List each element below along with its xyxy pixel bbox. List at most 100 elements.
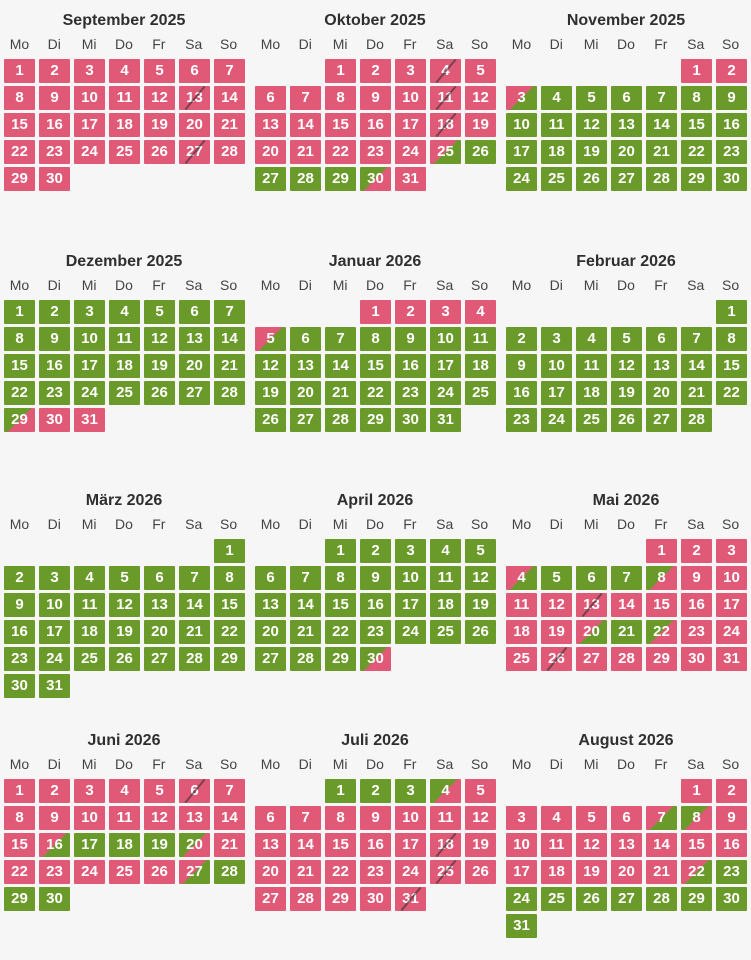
- day-booked[interactable]: 10: [395, 806, 426, 830]
- day-booked[interactable]: 16: [360, 113, 391, 137]
- day-available[interactable]: 18: [576, 381, 607, 405]
- day-booked[interactable]: 9: [360, 86, 391, 110]
- day-available[interactable]: 28: [290, 647, 321, 671]
- day-changeover[interactable]: 4: [430, 779, 461, 803]
- day-available[interactable]: 20: [179, 354, 210, 378]
- day-available[interactable]: 16: [39, 354, 70, 378]
- day-available[interactable]: 2: [39, 300, 70, 324]
- day-changeover[interactable]: 27: [179, 860, 210, 884]
- day-available[interactable]: 19: [465, 593, 496, 617]
- day-available[interactable]: 23: [360, 620, 391, 644]
- day-available[interactable]: 15: [325, 593, 356, 617]
- day-booked[interactable]: 17: [716, 593, 747, 617]
- day-booked[interactable]: 3: [716, 539, 747, 563]
- day-available[interactable]: 3: [395, 539, 426, 563]
- day-booked[interactable]: 31: [74, 408, 105, 432]
- day-booked[interactable]: 8: [325, 86, 356, 110]
- day-booked[interactable]: 4: [109, 779, 140, 803]
- day-available[interactable]: 6: [646, 327, 677, 351]
- day-booked[interactable]: 2: [39, 59, 70, 83]
- day-available[interactable]: 29: [325, 647, 356, 671]
- day-available[interactable]: 21: [290, 620, 321, 644]
- day-changeover[interactable]: 30: [360, 167, 391, 191]
- day-changeover[interactable]: 16: [39, 833, 70, 857]
- day-available[interactable]: 15: [4, 354, 35, 378]
- day-available[interactable]: 27: [290, 408, 321, 432]
- day-booked[interactable]: 24: [395, 860, 426, 884]
- day-booked[interactable]: 12: [541, 593, 572, 617]
- day-available[interactable]: 22: [681, 140, 712, 164]
- day-booked[interactable]: 18: [506, 620, 537, 644]
- day-available[interactable]: 3: [395, 779, 426, 803]
- day-available[interactable]: 17: [506, 140, 537, 164]
- day-changeover[interactable]: 8: [681, 806, 712, 830]
- day-booked[interactable]: 20: [255, 860, 286, 884]
- day-available[interactable]: 14: [646, 113, 677, 137]
- day-available[interactable]: 27: [255, 167, 286, 191]
- day-available[interactable]: 16: [4, 620, 35, 644]
- day-available[interactable]: 16: [506, 381, 537, 405]
- day-booked[interactable]: 10: [395, 86, 426, 110]
- day-booked[interactable]: 18: [430, 113, 461, 137]
- day-available[interactable]: 10: [506, 113, 537, 137]
- day-available[interactable]: 15: [214, 593, 245, 617]
- day-available[interactable]: 17: [541, 381, 572, 405]
- day-booked[interactable]: 26: [144, 860, 175, 884]
- day-booked[interactable]: 31: [716, 647, 747, 671]
- day-available[interactable]: 26: [576, 887, 607, 911]
- day-available[interactable]: 25: [430, 620, 461, 644]
- day-booked[interactable]: 12: [576, 833, 607, 857]
- day-booked[interactable]: 13: [255, 833, 286, 857]
- day-booked[interactable]: 22: [4, 860, 35, 884]
- day-available[interactable]: 8: [325, 566, 356, 590]
- day-available[interactable]: 25: [465, 381, 496, 405]
- day-booked[interactable]: 9: [39, 86, 70, 110]
- day-available[interactable]: 14: [681, 354, 712, 378]
- day-available[interactable]: 18: [74, 620, 105, 644]
- day-changeover[interactable]: 4: [506, 566, 537, 590]
- day-available[interactable]: 6: [576, 566, 607, 590]
- day-available[interactable]: 12: [109, 593, 140, 617]
- day-booked[interactable]: 11: [430, 806, 461, 830]
- day-available[interactable]: 9: [39, 327, 70, 351]
- day-available[interactable]: 22: [360, 381, 391, 405]
- day-booked[interactable]: 7: [290, 86, 321, 110]
- day-available[interactable]: 21: [681, 381, 712, 405]
- day-available[interactable]: 20: [290, 381, 321, 405]
- day-booked[interactable]: 16: [716, 833, 747, 857]
- day-booked[interactable]: 30: [39, 167, 70, 191]
- day-available[interactable]: 7: [646, 86, 677, 110]
- day-booked[interactable]: 25: [506, 647, 537, 671]
- day-booked[interactable]: 3: [74, 779, 105, 803]
- day-available[interactable]: 27: [646, 408, 677, 432]
- day-available[interactable]: 23: [39, 381, 70, 405]
- day-booked[interactable]: 19: [465, 833, 496, 857]
- day-available[interactable]: 26: [576, 167, 607, 191]
- day-booked[interactable]: 19: [576, 860, 607, 884]
- day-changeover[interactable]: 7: [646, 806, 677, 830]
- day-available[interactable]: 17: [74, 833, 105, 857]
- day-booked[interactable]: 28: [290, 887, 321, 911]
- day-booked[interactable]: 27: [576, 647, 607, 671]
- day-available[interactable]: 18: [541, 140, 572, 164]
- day-booked[interactable]: 1: [681, 779, 712, 803]
- day-available[interactable]: 3: [541, 327, 572, 351]
- day-available[interactable]: 8: [214, 566, 245, 590]
- day-available[interactable]: 24: [395, 620, 426, 644]
- day-available[interactable]: 27: [611, 167, 642, 191]
- day-available[interactable]: 27: [179, 381, 210, 405]
- day-booked[interactable]: 14: [290, 833, 321, 857]
- day-booked[interactable]: 1: [646, 539, 677, 563]
- day-booked[interactable]: 7: [214, 779, 245, 803]
- day-available[interactable]: 21: [646, 140, 677, 164]
- day-available[interactable]: 23: [395, 381, 426, 405]
- day-available[interactable]: 19: [144, 354, 175, 378]
- day-booked[interactable]: 29: [4, 167, 35, 191]
- day-available[interactable]: 9: [716, 86, 747, 110]
- day-booked[interactable]: 20: [611, 860, 642, 884]
- day-available[interactable]: 17: [395, 593, 426, 617]
- day-booked[interactable]: 21: [290, 140, 321, 164]
- day-available[interactable]: 25: [74, 647, 105, 671]
- day-available[interactable]: 14: [179, 593, 210, 617]
- day-available[interactable]: 5: [541, 566, 572, 590]
